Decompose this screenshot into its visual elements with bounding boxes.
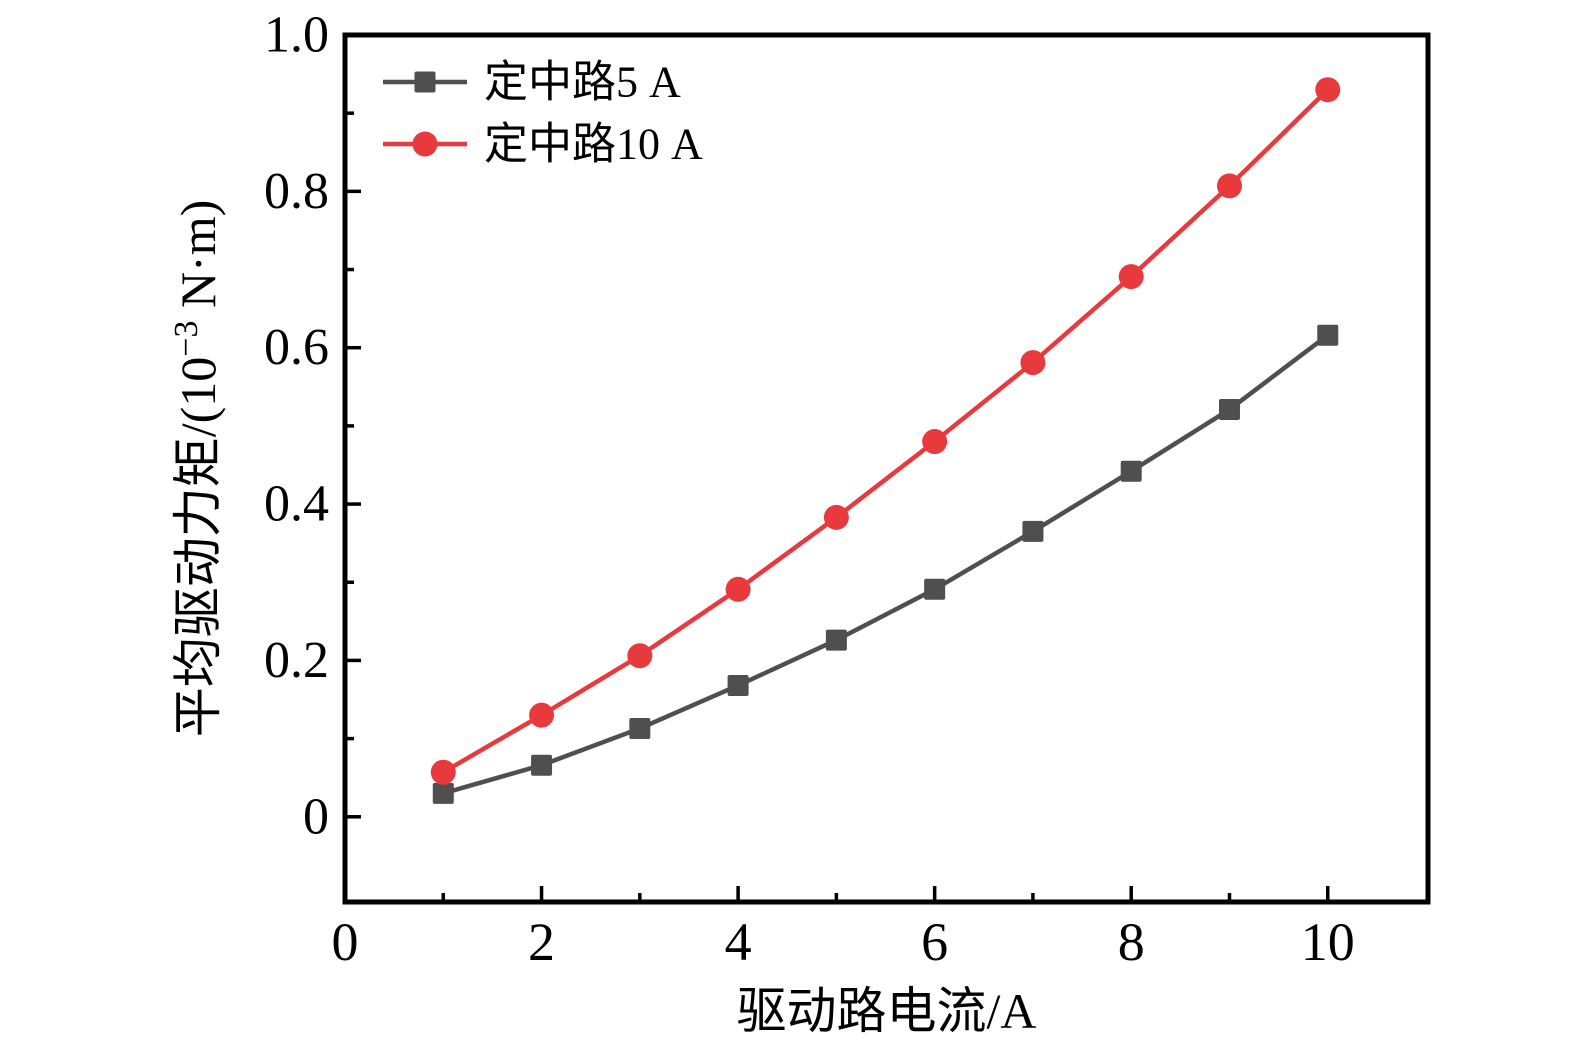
legend-marker [412,131,438,157]
y-axis-tick-label: 0.4 [264,476,329,533]
data-point-marker [1022,520,1044,542]
data-point-marker [727,674,749,696]
data-point-marker [627,643,653,669]
data-point-marker [1315,77,1341,103]
data-point-marker [1216,173,1242,199]
legend-label: 定中路10 A [484,120,703,169]
data-point-marker [1118,264,1144,290]
y-axis-tick-label: 1.0 [264,7,329,64]
data-point-marker [1317,324,1339,346]
x-axis-label: 驱动路电流/A [737,983,1037,1039]
x-axis-tick-label: 6 [921,912,948,972]
legend-marker [414,71,436,93]
x-axis-tick-label: 2 [528,912,555,972]
series-line [442,333,1330,796]
data-point-marker [629,717,651,739]
y-axis-tick-label: 0.2 [264,632,329,689]
x-axis-tick-label: 0 [332,912,359,972]
data-point-marker [432,782,454,804]
data-point-marker [531,754,553,776]
data-point-marker [430,759,456,785]
data-point-marker [1120,460,1142,482]
x-axis-tick-label: 10 [1301,912,1355,972]
data-point-marker [924,578,946,600]
legend-label: 定中路5 A [484,58,681,107]
y-axis-tick-label: 0.8 [264,163,329,220]
data-point-marker [1020,350,1046,376]
y-axis-tick-label: 0 [303,788,329,845]
data-point-marker [823,504,849,530]
data-point-marker [825,629,847,651]
data-point-marker [922,429,948,455]
data-point-marker [725,576,751,602]
y-axis-label: 平均驱动力矩/(10−3 N·m) [168,200,226,738]
y-axis-tick-label: 0.6 [264,319,329,376]
x-axis-tick-label: 4 [725,912,752,972]
data-point-marker [1218,398,1240,420]
x-axis-tick-label: 8 [1118,912,1145,972]
plot-frame [342,32,1431,905]
data-point-marker [529,702,555,728]
series-line [442,88,1330,775]
